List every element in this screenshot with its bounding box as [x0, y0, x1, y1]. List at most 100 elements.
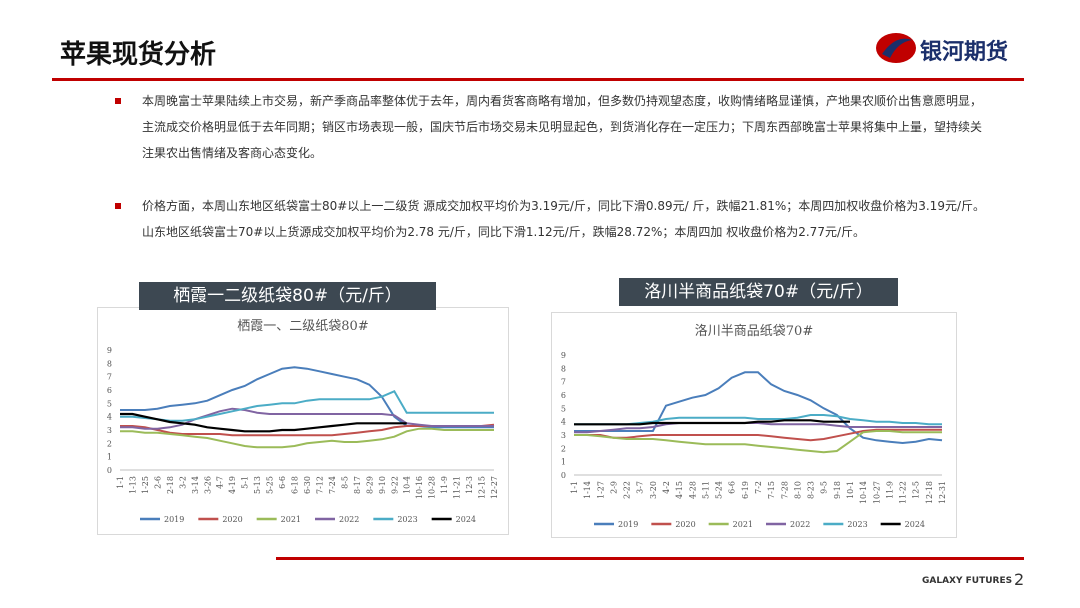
y-tick-label: 1 [561, 458, 566, 467]
x-tick-label: 6-6 [278, 476, 287, 489]
legend-label: 2021 [281, 515, 301, 524]
legend-label: 2024 [456, 515, 476, 524]
x-tick-label: 11-22 [899, 481, 908, 504]
chart-frame: 洛川半商品纸袋70# 0 1 2 3 4 5 6 7 8 9 1-1 1-14 1-27 2-9 2-22 3-… [551, 312, 957, 538]
series-line [574, 371, 943, 445]
slide-title: 苹果现货分析 [60, 40, 217, 70]
series-line [120, 427, 494, 449]
x-tick-label: 5-11 [701, 481, 710, 499]
x-tick-label: 12-15 [478, 476, 487, 499]
x-tick-label: 11-9 [440, 476, 449, 494]
x-tick-label: 2-6 [153, 476, 162, 489]
chart: 洛川半商品纸袋70# 0 1 2 3 4 5 6 7 8 9 1-1 1-14 1-27 2-9 2-22 3-… [561, 324, 947, 529]
y-tick-label: 5 [561, 404, 566, 413]
x-tick-label: 10-14 [859, 481, 868, 504]
x-tick-label: 3-7 [636, 481, 645, 494]
x-tick-label: 6-6 [728, 481, 737, 494]
x-tick-label: 5-24 [715, 481, 724, 499]
x-tick-label: 9-5 [820, 481, 829, 494]
page-number: 2 [1014, 570, 1025, 589]
x-tick-label: 10-27 [872, 481, 881, 504]
x-tick-label: 12-31 [938, 481, 947, 504]
x-tick-label: 2-18 [166, 476, 175, 494]
x-tick-label: 1-1 [116, 476, 125, 489]
x-tick-label: 9-18 [833, 481, 842, 499]
x-tick-label: 4-15 [675, 481, 684, 499]
bullet: 价格方面，本周山东地区纸袋富士80#以上一二级货 源成交加权平均价为3.19元/… [115, 193, 988, 245]
legend-label: 2019 [164, 515, 184, 524]
y-tick-label: 4 [107, 413, 112, 422]
series-line [120, 407, 494, 430]
x-tick-label: 11-21 [453, 476, 462, 499]
series-line [574, 428, 942, 442]
x-tick-label: 12-18 [925, 481, 934, 504]
legend-label: 2023 [397, 515, 417, 524]
y-tick-label: 0 [107, 466, 112, 475]
x-tick-label: 7-28 [780, 481, 789, 499]
x-tick-label: 4-28 [688, 481, 697, 499]
legend-label: 2020 [222, 515, 242, 524]
y-tick-label: 5 [107, 399, 112, 408]
x-tick-label: 2-22 [623, 481, 632, 499]
series-line [120, 412, 407, 433]
x-tick-label: 3-26 [203, 476, 212, 494]
x-tick-label: 5-13 [253, 476, 262, 494]
legend-label: 2019 [618, 520, 638, 529]
y-tick-label: 4 [561, 418, 566, 427]
x-tick-label: 7-15 [767, 481, 776, 499]
series-line [120, 390, 494, 422]
legend-label: 2021 [733, 520, 753, 529]
chart-title: 洛川半商品纸袋70# [695, 324, 813, 339]
x-tick-label: 11-9 [885, 481, 894, 499]
y-tick-label: 9 [561, 351, 566, 360]
x-tick-label: 1-13 [128, 476, 137, 494]
series-line [574, 419, 850, 426]
x-tick-label: 6-19 [741, 481, 750, 499]
x-tick-label: 10-16 [415, 476, 424, 499]
x-tick-label: 8-23 [807, 481, 816, 499]
y-tick-label: 6 [561, 391, 566, 400]
x-tick-label: 12-27 [490, 476, 499, 499]
x-tick-label: 8-5 [340, 476, 349, 489]
x-tick-label: 7-2 [754, 481, 763, 494]
x-tick-label: 5-25 [266, 476, 275, 494]
x-tick-label: 10-1 [846, 481, 855, 499]
bullet-text: 本周晚富士苹果陆续上市交易，新产季商品率整体优于去年，周内看货客商略有增加，但多… [142, 94, 983, 160]
y-tick-label: 0 [561, 471, 566, 480]
y-tick-label: 7 [107, 373, 112, 382]
y-tick-label: 1 [107, 453, 112, 462]
x-tick-label: 1-27 [596, 481, 605, 499]
chart-frame: 栖霞一、二级纸袋80# 0 1 2 3 4 5 6 7 8 9 1-1 1-13 1-25 2-6 2-18 3… [97, 307, 509, 535]
chart-label: 栖霞一二级纸袋80#（元/斤） [139, 282, 436, 310]
header-rule [52, 78, 1024, 81]
series-line [574, 430, 942, 454]
x-tick-label: 8-29 [365, 476, 374, 494]
footer-rule [276, 557, 1024, 560]
y-tick-label: 6 [107, 386, 112, 395]
y-tick-label: 2 [107, 439, 112, 448]
y-tick-label: 8 [561, 364, 566, 373]
x-tick-label: 10-4 [403, 476, 412, 494]
y-tick-label: 2 [561, 444, 566, 453]
footer-brand: GALAXY FUTURES [922, 576, 1013, 586]
x-tick-label: 1-14 [583, 481, 592, 499]
legend-label: 2023 [847, 520, 867, 529]
x-tick-label: 9-10 [378, 476, 387, 494]
x-tick-label: 1-25 [141, 476, 150, 494]
x-tick-label: 12-5 [912, 481, 921, 499]
y-tick-label: 3 [107, 426, 112, 435]
chart-title: 栖霞一、二级纸袋80# [237, 319, 368, 334]
x-tick-label: 3-20 [649, 481, 658, 499]
series-line [120, 366, 494, 429]
x-tick-label: 4-7 [216, 476, 225, 489]
x-tick-label: 4-2 [662, 481, 671, 494]
bullet: 本周晚富士苹果陆续上市交易，新产季商品率整体优于去年，周内看货客商略有增加，但多… [115, 88, 988, 166]
x-tick-label: 6-30 [303, 476, 312, 494]
x-tick-label: 9-22 [390, 476, 399, 494]
chart-label: 洛川半商品纸袋70#（元/斤） [619, 278, 898, 306]
legend-label: 2022 [339, 515, 359, 524]
legend-label: 2020 [675, 520, 695, 529]
x-tick-label: 3-2 [178, 476, 187, 489]
